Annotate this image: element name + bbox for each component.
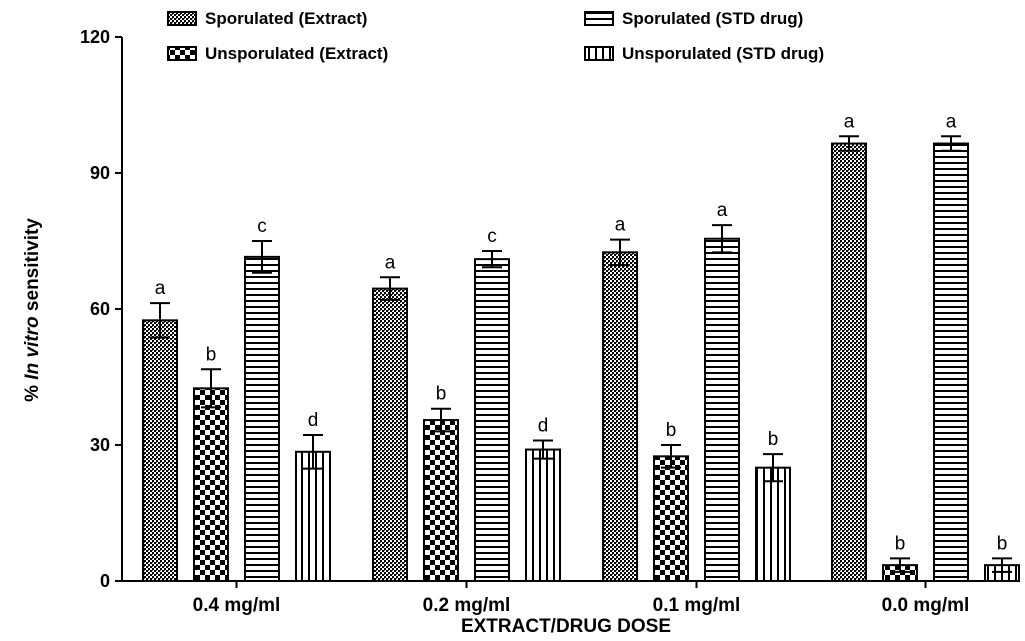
significance-label: a [717, 200, 728, 221]
y-tick-label: 90 [90, 163, 110, 183]
significance-label: d [308, 410, 319, 431]
significance-label: b [895, 533, 906, 554]
significance-label: a [615, 215, 626, 236]
bar [654, 456, 688, 581]
y-tick-label: 0 [100, 571, 110, 591]
significance-label: b [666, 420, 677, 441]
legend-label: Unsporulated (Extract) [205, 44, 388, 63]
bar [705, 239, 739, 581]
bar [373, 289, 407, 581]
x-tick-label: 0.0 mg/ml [882, 595, 970, 616]
significance-label: c [257, 216, 267, 237]
x-tick-label: 0.4 mg/ml [193, 595, 281, 616]
bars: a a a a b b b b c c a a d d b b [143, 111, 1019, 581]
x-axis-title: EXTRACT/DRUG DOSE [461, 616, 671, 637]
bar [475, 259, 509, 581]
legend-label: Sporulated (Extract) [205, 9, 367, 28]
legend-label: Sporulated (STD drug) [622, 9, 803, 28]
bar [832, 144, 866, 581]
significance-label: a [844, 111, 855, 132]
legend-swatch [585, 47, 613, 60]
bar [143, 320, 177, 581]
significance-label: b [768, 429, 779, 450]
legend-label: Unsporulated (STD drug) [622, 44, 824, 63]
significance-label: b [206, 344, 217, 365]
y-tick-label: 120 [80, 27, 110, 47]
bar [296, 452, 330, 581]
x-tick-label: 0.2 mg/ml [423, 595, 511, 616]
legend-swatch [585, 12, 613, 25]
y-tick-label: 60 [90, 299, 110, 319]
significance-label: d [538, 415, 549, 436]
significance-label: c [487, 226, 497, 247]
y-tick-label: 30 [90, 435, 110, 455]
x-tick-label: 0.1 mg/ml [653, 595, 741, 616]
significance-label: a [385, 252, 396, 273]
significance-label: a [155, 278, 166, 299]
bar [934, 144, 968, 581]
legend: Sporulated (Extract) Unsporulated (Extrac… [168, 9, 824, 63]
significance-label: a [946, 111, 957, 132]
bar [756, 468, 790, 581]
bar [603, 252, 637, 581]
significance-label: b [997, 533, 1008, 554]
significance-label: b [436, 384, 447, 405]
bar [526, 450, 560, 581]
legend-swatch [168, 12, 196, 25]
legend-swatch [168, 47, 196, 60]
bar [424, 420, 458, 581]
bar [194, 388, 228, 581]
bar [245, 257, 279, 581]
y-axis-title: % In vitro sensitivity [22, 218, 43, 402]
